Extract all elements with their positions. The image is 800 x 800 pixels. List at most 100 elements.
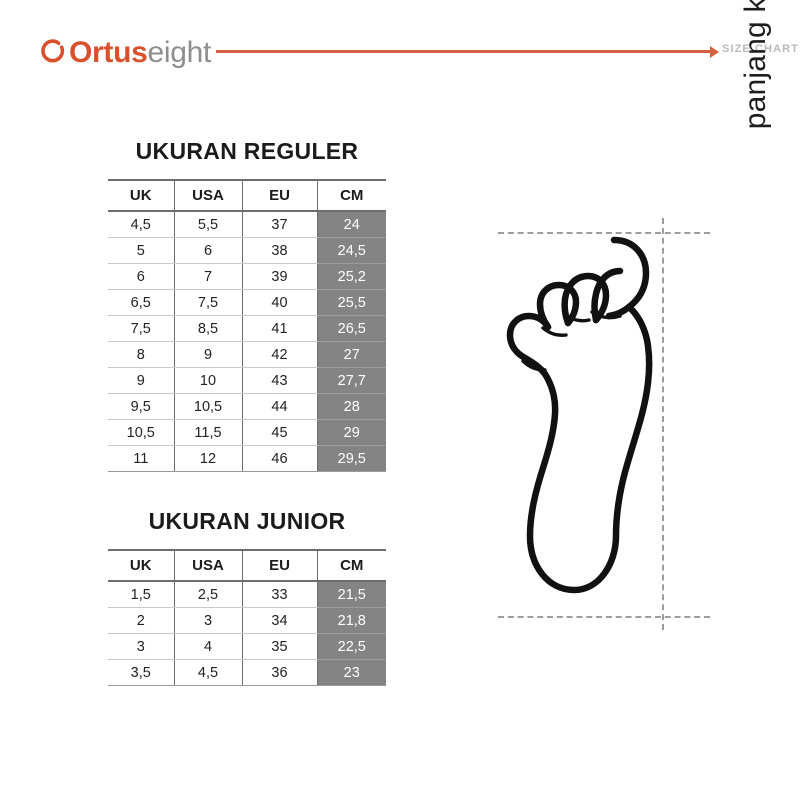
cell-eu: 37 [242, 211, 318, 238]
cell-eu: 39 [242, 263, 318, 290]
cell-uk: 3 [108, 633, 175, 660]
cell-usa: 9 [174, 341, 243, 368]
reguler-size-table: UK USA EU CM 4,5 5,5 37 24 5 6 38 24,5 6 7 39 25,2 6… [108, 179, 386, 472]
table-header-row: UK USA EU CM [108, 549, 386, 582]
foot-length-label: panjang kaki CM [739, 0, 772, 130]
cell-eu: 44 [242, 393, 318, 420]
cell-uk: 3,5 [108, 659, 175, 686]
cell-cm: 21,5 [317, 581, 386, 608]
foot-measurement-diagram: panjang kaki CM [460, 0, 772, 630]
table-row: 10,5 11,5 45 29 [108, 419, 386, 446]
header-divider-line [216, 50, 714, 53]
cell-usa: 7 [174, 263, 243, 290]
cell-usa: 5,5 [174, 211, 243, 238]
cell-uk: 11 [108, 445, 175, 472]
cell-usa: 2,5 [174, 581, 243, 608]
cell-uk: 9,5 [108, 393, 175, 420]
cell-cm: 21,8 [317, 607, 386, 634]
column-header-eu: EU [242, 549, 318, 582]
cell-uk: 2 [108, 607, 175, 634]
table-row: 1,5 2,5 33 21,5 [108, 581, 386, 608]
table-row: 5 6 38 24,5 [108, 237, 386, 264]
cell-eu: 42 [242, 341, 318, 368]
reguler-table-title: UKURAN REGULER [135, 138, 359, 164]
foot-sole-icon [488, 228, 688, 608]
column-header-usa: USA [174, 179, 243, 212]
cell-cm: 26,5 [317, 315, 386, 342]
page-header: Ortus eight SIZE CHART [0, 0, 800, 95]
cell-eu: 36 [242, 659, 318, 686]
column-header-usa: USA [174, 549, 243, 582]
cell-eu: 41 [242, 315, 318, 342]
cell-uk: 5 [108, 237, 175, 264]
column-header-cm: CM [317, 179, 386, 212]
cell-eu: 33 [242, 581, 318, 608]
cell-uk: 8 [108, 341, 175, 368]
cell-cm: 22,5 [317, 633, 386, 660]
arrow-right-icon [710, 45, 719, 58]
table-row: 8 9 42 27 [108, 341, 386, 368]
cell-cm: 25,2 [317, 263, 386, 290]
logo-text-primary: Ortus [69, 36, 148, 69]
cell-usa: 6 [174, 237, 243, 264]
size-chart-label: SIZE CHART [722, 43, 799, 55]
cell-usa: 4 [174, 633, 243, 660]
cell-cm: 25,5 [317, 289, 386, 316]
reguler-table-body: 4,5 5,5 37 24 5 6 38 24,5 6 7 39 25,2 6,5 7,5 40 25,5 7,… [108, 211, 386, 472]
table-row: 11 12 46 29,5 [108, 445, 386, 472]
cell-cm: 24,5 [317, 237, 386, 264]
table-row: 2 3 34 21,8 [108, 607, 386, 634]
guide-line-vertical [662, 218, 664, 630]
junior-table-title: UKURAN JUNIOR [148, 508, 346, 534]
cell-usa: 10,5 [174, 393, 243, 420]
column-header-uk: UK [108, 179, 175, 212]
junior-size-section: UKURAN JUNIOR UK USA EU CM 1,5 2,5 33 21,5 2… [108, 508, 386, 686]
cell-uk: 7,5 [108, 315, 175, 342]
table-row: 6 7 39 25,2 [108, 263, 386, 290]
column-header-uk: UK [108, 549, 175, 582]
cell-uk: 4,5 [108, 211, 175, 238]
cell-usa: 10 [174, 367, 243, 394]
table-row: 3 4 35 22,5 [108, 633, 386, 660]
cell-uk: 10,5 [108, 419, 175, 446]
cell-cm: 29,5 [317, 445, 386, 472]
junior-size-table: UK USA EU CM 1,5 2,5 33 21,5 2 3 34 21,8 3 4 35 22,… [108, 549, 386, 686]
cell-usa: 11,5 [174, 419, 243, 446]
cell-cm: 23 [317, 659, 386, 686]
cell-usa: 7,5 [174, 289, 243, 316]
cell-eu: 35 [242, 633, 318, 660]
reguler-size-section: UKURAN REGULER UK USA EU CM 4,5 5,5 37 24 5 6… [108, 138, 386, 472]
guide-line-bottom [498, 616, 710, 618]
column-header-eu: EU [242, 179, 318, 212]
table-row: 6,5 7,5 40 25,5 [108, 289, 386, 316]
guide-line-top [498, 232, 710, 234]
cell-cm: 27 [317, 341, 386, 368]
cell-eu: 46 [242, 445, 318, 472]
cell-uk: 6 [108, 263, 175, 290]
table-row: 3,5 4,5 36 23 [108, 659, 386, 686]
cell-uk: 1,5 [108, 581, 175, 608]
cell-cm: 27,7 [317, 367, 386, 394]
cell-cm: 24 [317, 211, 386, 238]
cell-eu: 38 [242, 237, 318, 264]
cell-usa: 12 [174, 445, 243, 472]
table-row: 7,5 8,5 41 26,5 [108, 315, 386, 342]
table-row: 9 10 43 27,7 [108, 367, 386, 394]
cell-eu: 40 [242, 289, 318, 316]
cell-uk: 9 [108, 367, 175, 394]
cell-usa: 4,5 [174, 659, 243, 686]
logo-text-secondary: eight [147, 36, 212, 69]
cell-eu: 43 [242, 367, 318, 394]
table-row: 9,5 10,5 44 28 [108, 393, 386, 420]
table-header-row: UK USA EU CM [108, 179, 386, 212]
junior-table-body: 1,5 2,5 33 21,5 2 3 34 21,8 3 4 35 22,5 3,5 4,5 36 23 [108, 581, 386, 686]
brand-logo: Ortus eight [38, 36, 211, 70]
cell-eu: 34 [242, 607, 318, 634]
cell-cm: 28 [317, 393, 386, 420]
table-row: 4,5 5,5 37 24 [108, 211, 386, 238]
column-header-cm: CM [317, 549, 386, 582]
cell-usa: 8,5 [174, 315, 243, 342]
cell-uk: 6,5 [108, 289, 175, 316]
ortuseight-flame-o-icon [38, 38, 68, 68]
cell-cm: 29 [317, 419, 386, 446]
